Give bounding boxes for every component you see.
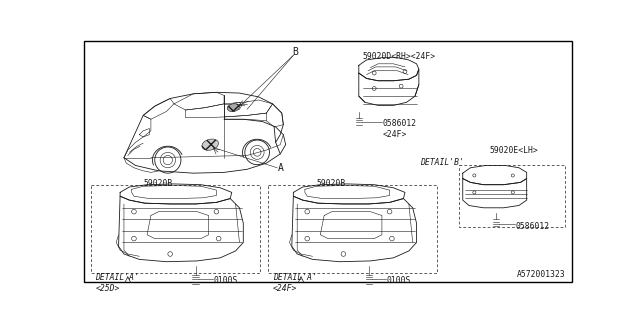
Text: 59020D<RH><24F>: 59020D<RH><24F> (363, 52, 436, 61)
Text: 0586012: 0586012 (516, 222, 550, 231)
Text: 59020B: 59020B (316, 179, 346, 188)
Ellipse shape (202, 139, 218, 150)
Text: 0100S: 0100S (387, 276, 411, 285)
Bar (268, 185, 437, 273)
Text: 59020E<LH>: 59020E<LH> (490, 146, 538, 155)
Ellipse shape (227, 104, 239, 112)
Text: A: A (278, 163, 284, 173)
Text: 59020B: 59020B (143, 179, 172, 188)
Bar (459, 165, 565, 227)
Text: B: B (292, 47, 299, 57)
Text: A572001323: A572001323 (516, 270, 565, 279)
Text: 0100S: 0100S (213, 276, 237, 285)
Text: 0586012
<24F>: 0586012 <24F> (383, 119, 417, 139)
Text: DETAIL'B': DETAIL'B' (420, 158, 464, 167)
Bar (91, 185, 260, 273)
Text: DETAIL'A'
<24F>: DETAIL'A' <24F> (273, 273, 316, 293)
Text: DETAIL'A'
<25D>: DETAIL'A' <25D> (95, 273, 140, 293)
